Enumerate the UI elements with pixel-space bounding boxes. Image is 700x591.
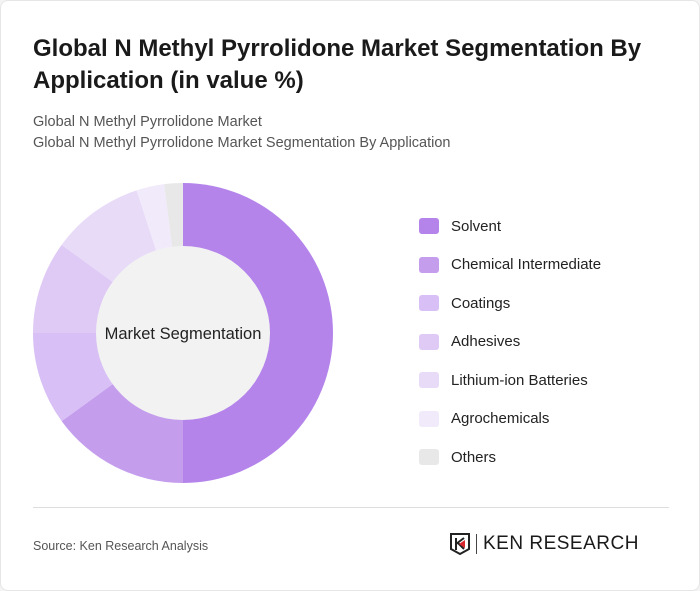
donut-center [96,246,270,420]
legend-item: Agrochemicals [419,400,601,439]
legend-label: Solvent [451,217,502,235]
subtitle-segmentation: Global N Methyl Pyrrolidone Market Segme… [33,135,451,151]
legend-label: Others [451,448,497,466]
legend-label: Chemical Intermediate [451,256,602,274]
chart-title: Global N Methyl Pyrrolidone Market Segme… [33,35,642,94]
legend-item: Adhesives [419,323,601,362]
legend: Solvent Chemical Intermediate Coatings Adhe… [419,207,601,477]
legend-label: Adhesives [451,333,521,351]
donut-chart: Market Segmentation [33,183,333,483]
subtitle-market: Global N Methyl Pyrrolidone Market [33,114,262,130]
legend-swatch [419,218,439,235]
legend-item: Chemical Intermediate [419,246,601,285]
legend-label: Agrochemicals [451,410,550,428]
legend-item: Lithium-ion Batteries [419,361,601,400]
legend-swatch [419,410,439,427]
legend-swatch [419,449,439,466]
legend-swatch [419,295,439,312]
logo-text: KEN RESEARCH [483,533,639,554]
legend-label: Coatings [451,294,511,312]
ken-logo-icon [450,533,470,556]
legend-item: Solvent [419,207,601,246]
legend-swatch [419,333,439,350]
ken-research-logo: KEN RESEARCH [449,532,639,556]
legend-item: Others [419,438,601,477]
legend-swatch [419,372,439,389]
center-label: Market Segmentation [105,325,262,343]
legend-label: Lithium-ion Batteries [451,371,588,389]
legend-item: Coatings [419,284,601,323]
source-note: Source: Ken Research Analysis [33,539,209,553]
legend-swatch [419,256,439,273]
divider [33,507,669,508]
